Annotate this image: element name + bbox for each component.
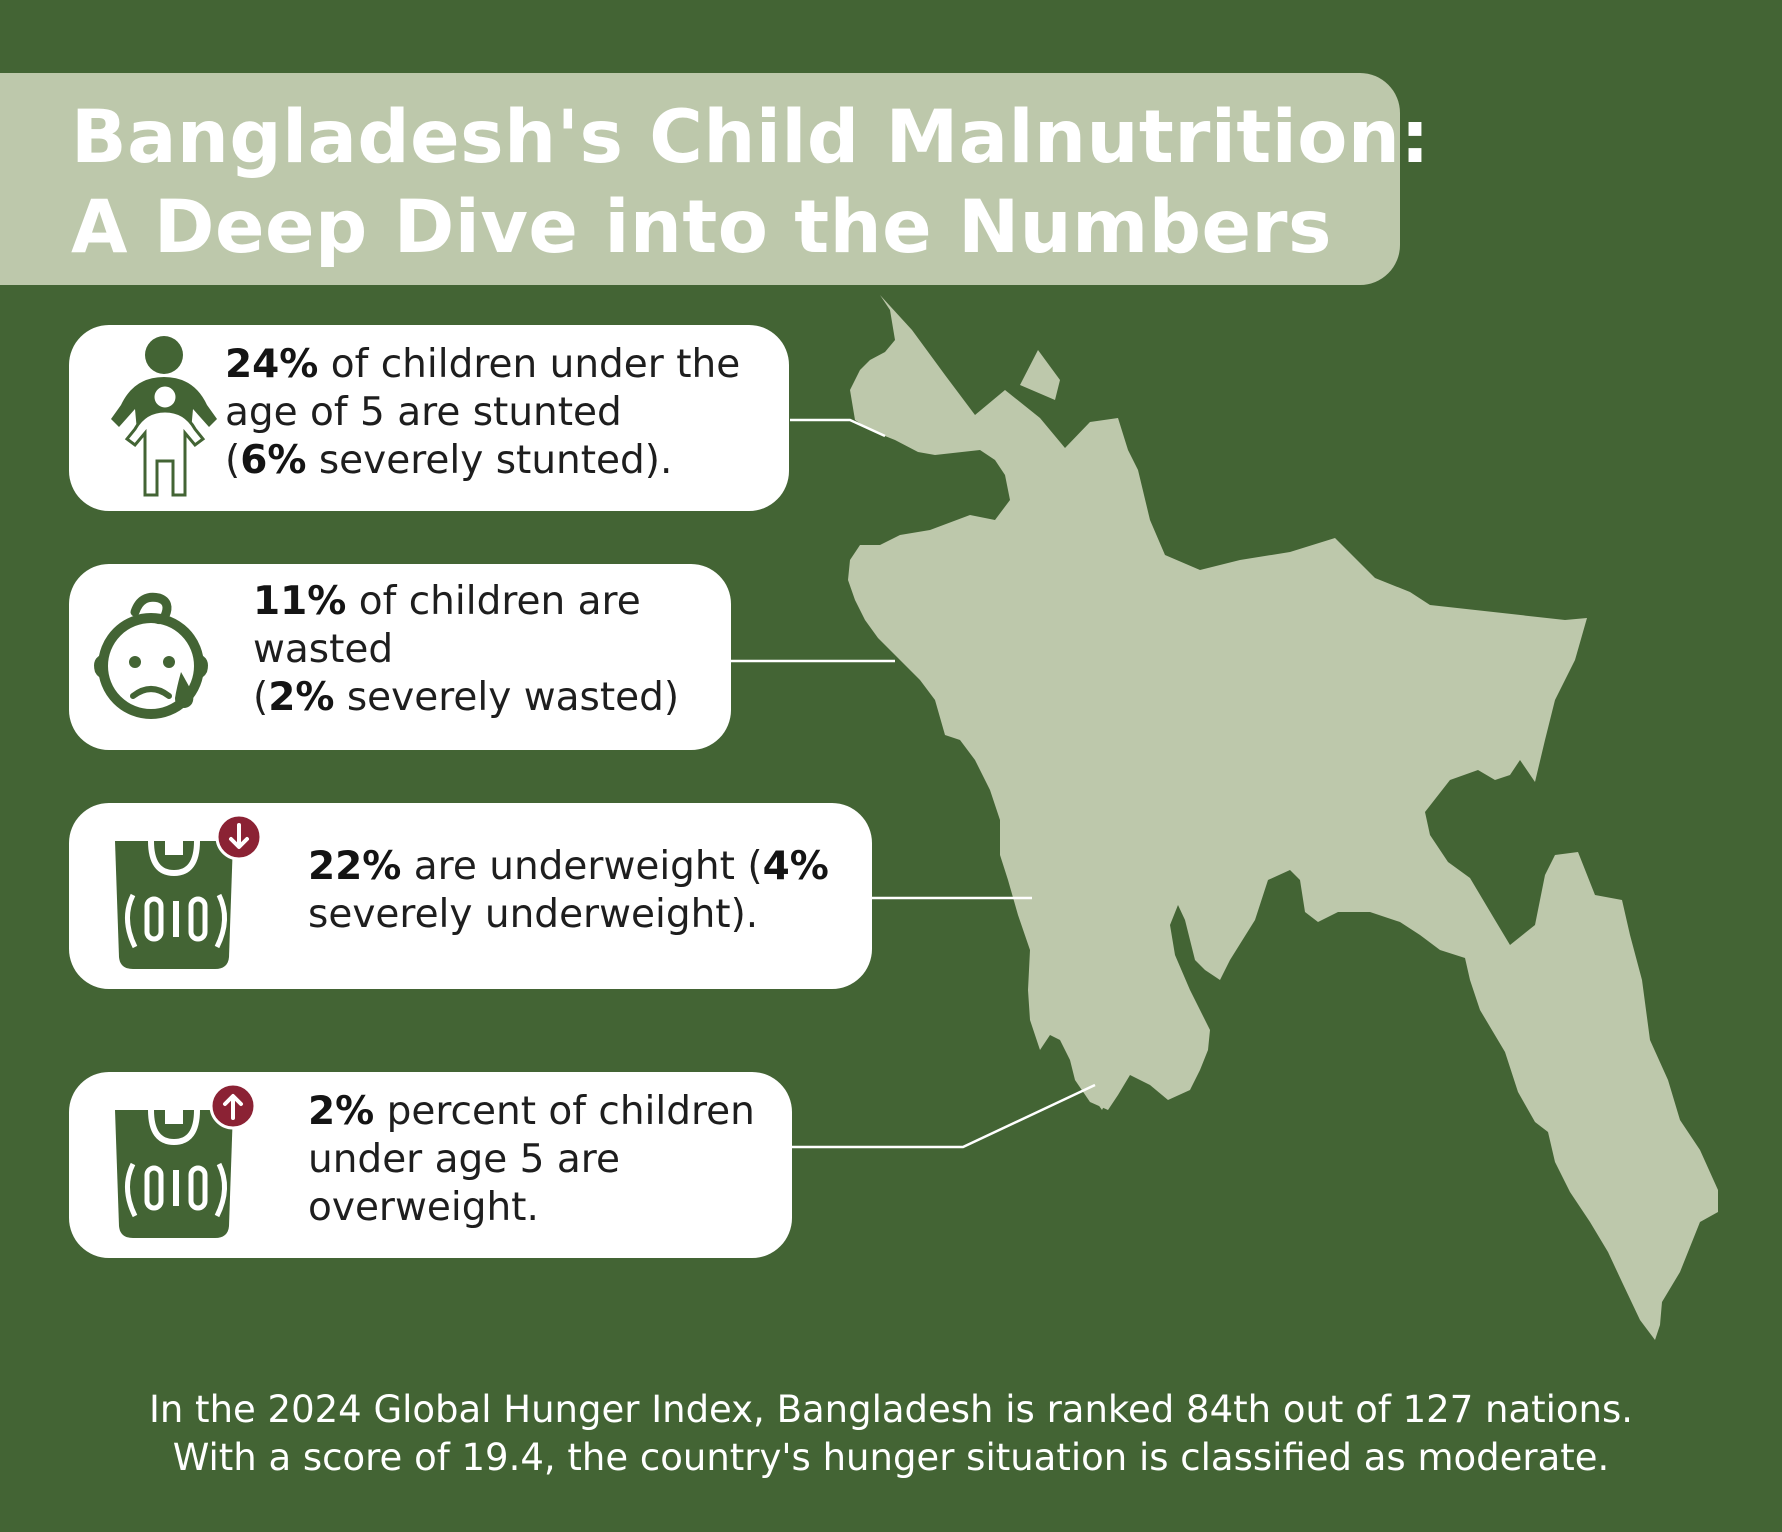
title-band [0, 73, 1400, 285]
underweight-card: 22% are underweight (4% severely underwe… [69, 803, 872, 989]
stunting-line-1: 24% of children under the [225, 342, 741, 387]
stunting-text: 24% of children under the age of 5 are s… [225, 341, 740, 485]
underweight-line-2: severely underweight). [308, 892, 759, 937]
underweight-line-1: 22% are underweight (4% [308, 844, 829, 889]
overweight-card: 2% percent of children under age 5 are o… [69, 1072, 792, 1258]
overweight-text: 2% percent of children under age 5 are o… [308, 1088, 755, 1232]
map-island [1020, 350, 1060, 400]
map-south-left [1088, 1040, 1115, 1110]
underweight-text: 22% are underweight (4% severely underwe… [308, 843, 829, 939]
child-height-icon [111, 336, 217, 497]
wasting-line-2: wasted [253, 627, 394, 672]
footer-line-2: With a score of 19.4, the country's hung… [172, 1436, 1610, 1479]
map-shape [848, 295, 1718, 1340]
overweight-line-2: under age 5 are [308, 1137, 620, 1182]
wasting-card: 11% of children are wasted (2% severely … [69, 564, 731, 750]
wasting-text: 11% of children are wasted (2% severely … [253, 578, 679, 722]
title-line-1: Bangladesh's Child Malnutrition: [71, 95, 1431, 180]
connector-line-1 [790, 418, 886, 438]
stunting-line-3: (6% severely stunted). [225, 438, 673, 483]
stunting-card: 24% of children under the age of 5 are s… [69, 325, 789, 511]
scale-down-icon [115, 813, 263, 969]
overweight-line-1: 2% percent of children [308, 1089, 755, 1134]
footer-line-1: In the 2024 Global Hunger Index, Banglad… [148, 1388, 1634, 1431]
crying-baby-icon [94, 592, 208, 719]
title-line-2: A Deep Dive into the Numbers [71, 185, 1332, 270]
scale-up-icon [115, 1082, 257, 1238]
overweight-line-3: overweight. [308, 1185, 539, 1230]
wasting-line-1: 11% of children are [253, 579, 641, 624]
stunting-line-2: age of 5 are stunted [225, 390, 622, 435]
connector-line-4 [792, 1083, 1096, 1149]
wasting-line-3: (2% severely wasted) [253, 675, 680, 720]
